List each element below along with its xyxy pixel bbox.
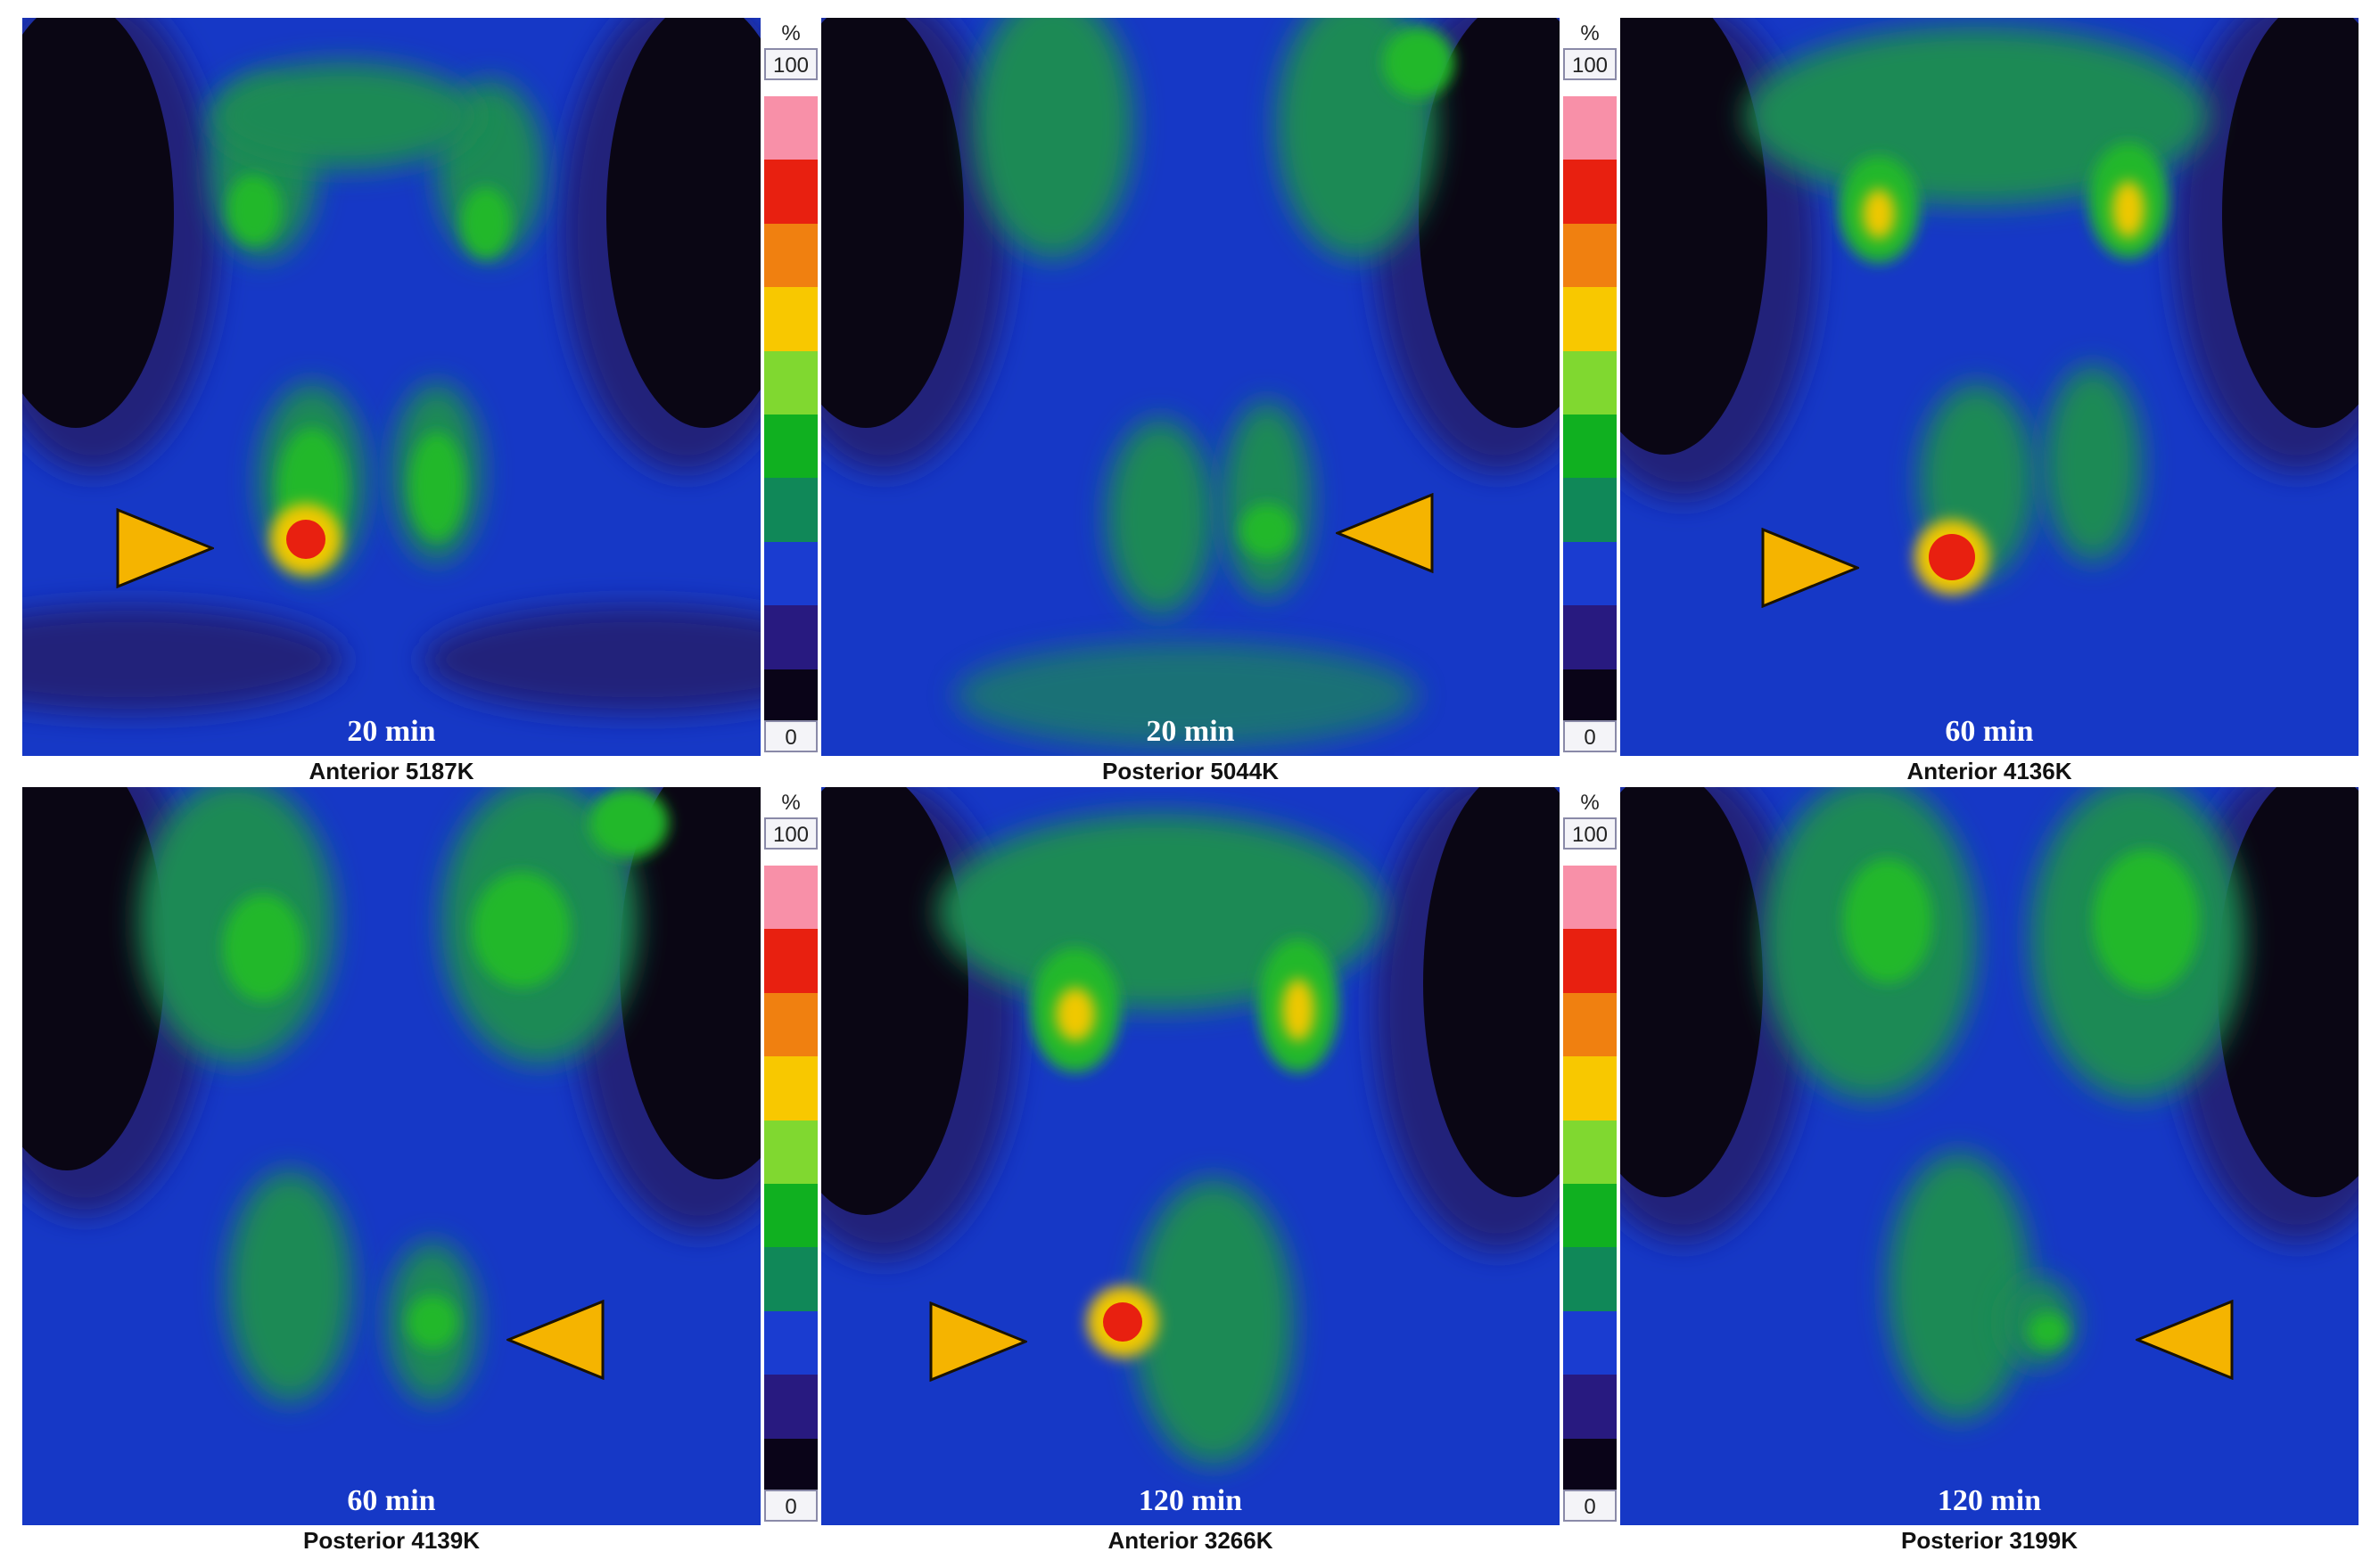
view-caption: Anterior 5187K <box>309 758 474 784</box>
scan-panel-4: 60 min <box>22 787 761 1525</box>
scale-max-label: 100 <box>1563 817 1617 850</box>
scale-unit-label: % <box>1580 21 1600 45</box>
scan-panel-6: 120 min <box>1620 787 2359 1525</box>
scan-image-3 <box>1620 18 2359 756</box>
arrowhead-right-icon <box>116 508 214 588</box>
view-caption: Anterior 4136K <box>1906 758 2072 784</box>
color-scale-bar: % 100 0 <box>761 18 821 756</box>
scale-unit-label: % <box>781 21 801 45</box>
color-scale-bar: % 100 0 <box>1560 787 1620 1525</box>
view-caption: Posterior 4139K <box>303 1527 480 1554</box>
scale-gradient <box>1563 96 1617 733</box>
view-caption: Anterior 3266K <box>1107 1527 1273 1554</box>
scale-min-label: 0 <box>1563 1490 1617 1522</box>
scan-image-5 <box>821 787 1560 1525</box>
scan-image-1 <box>22 18 761 756</box>
color-scale-bar: % 100 0 <box>761 787 821 1525</box>
arrowhead-right-icon <box>1761 528 1859 608</box>
scale-max-label: 100 <box>764 817 818 850</box>
scan-time-label: 120 min <box>1138 1484 1243 1517</box>
scan-panel-2: 20 min <box>821 18 1560 756</box>
arrowhead-left-icon <box>2136 1300 2234 1380</box>
scale-min-label: 0 <box>764 1490 818 1522</box>
view-caption: Posterior 3199K <box>1901 1527 2078 1554</box>
arrowhead-left-icon <box>1336 493 1434 573</box>
scale-max-label: 100 <box>1563 48 1617 80</box>
scan-image-4 <box>22 787 761 1525</box>
scale-gradient <box>1563 866 1617 1502</box>
scan-time-label: 20 min <box>1146 715 1235 748</box>
scale-gradient <box>764 96 818 733</box>
scale-gradient <box>764 866 818 1502</box>
scan-panel-3: 60 min <box>1620 18 2359 756</box>
scan-panel-5: 120 min <box>821 787 1560 1525</box>
scale-max-label: 100 <box>764 48 818 80</box>
scan-image-6 <box>1620 787 2359 1525</box>
scan-panel-1: 20 min <box>22 18 761 756</box>
scale-min-label: 0 <box>1563 720 1617 752</box>
scale-unit-label: % <box>1580 791 1600 815</box>
scale-unit-label: % <box>781 791 801 815</box>
scan-time-label: 20 min <box>347 715 436 748</box>
scan-time-label: 60 min <box>347 1484 436 1517</box>
arrowhead-right-icon <box>929 1301 1027 1382</box>
arrowhead-left-icon <box>506 1300 605 1380</box>
scan-image-2 <box>821 18 1560 756</box>
color-scale-bar: % 100 0 <box>1560 18 1620 756</box>
scale-min-label: 0 <box>764 720 818 752</box>
scan-time-label: 120 min <box>1937 1484 2042 1517</box>
scan-time-label: 60 min <box>1945 715 2034 748</box>
view-caption: Posterior 5044K <box>1102 758 1279 784</box>
